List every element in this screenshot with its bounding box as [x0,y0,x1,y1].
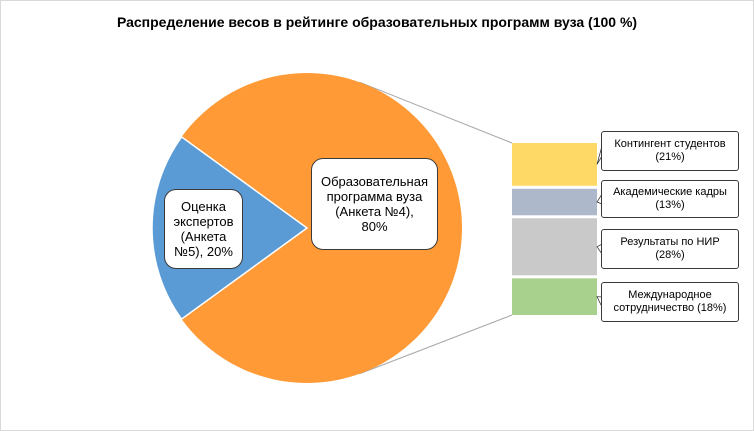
connector-line-bottom [359,314,513,375]
chart-title: Распределение весов в рейтинге образоват… [116,14,638,30]
label-line: (13%) [655,199,685,211]
label-line: экспертов [173,214,234,229]
label-line: программа вуза [326,189,423,204]
label-line: (Анкета №4), [335,204,414,219]
label-line: Контингент студентов [614,138,726,150]
label-line: (28%) [655,249,685,261]
label-line: Результаты по НИР [620,236,720,248]
label-line: Академические кадры [613,186,727,198]
label-line: Образовательная [320,174,429,189]
data-label-academic-staff: Академические кадры (13%) [601,180,739,218]
bar-segment-international[interactable] [512,278,597,315]
label-line: (Анкета [180,229,227,244]
bar-segment-contingent[interactable] [512,143,597,186]
data-label-educational-program: Образовательная программа вуза (Анкета №… [311,158,438,250]
label-line: (21%) [655,151,685,163]
data-label-contingent: Контингент студентов (21%) [601,131,739,171]
label-line: Оценка [180,199,227,214]
bar-segment-research[interactable] [512,218,597,276]
label-line: Международное [628,289,712,301]
label-line: сотрудничество (18%) [613,302,727,314]
data-label-research: Результаты по НИР (28%) [601,229,739,269]
data-label-international: Международное сотрудничество (18%) [601,282,739,322]
data-label-experts: Оценка экспертов (Анкета №5), 20% [164,189,243,269]
connector-line-top [359,81,513,144]
label-line: 80% [361,219,388,234]
label-line: №5), 20% [174,244,233,259]
bar-segment-academic-staff[interactable] [512,188,597,216]
